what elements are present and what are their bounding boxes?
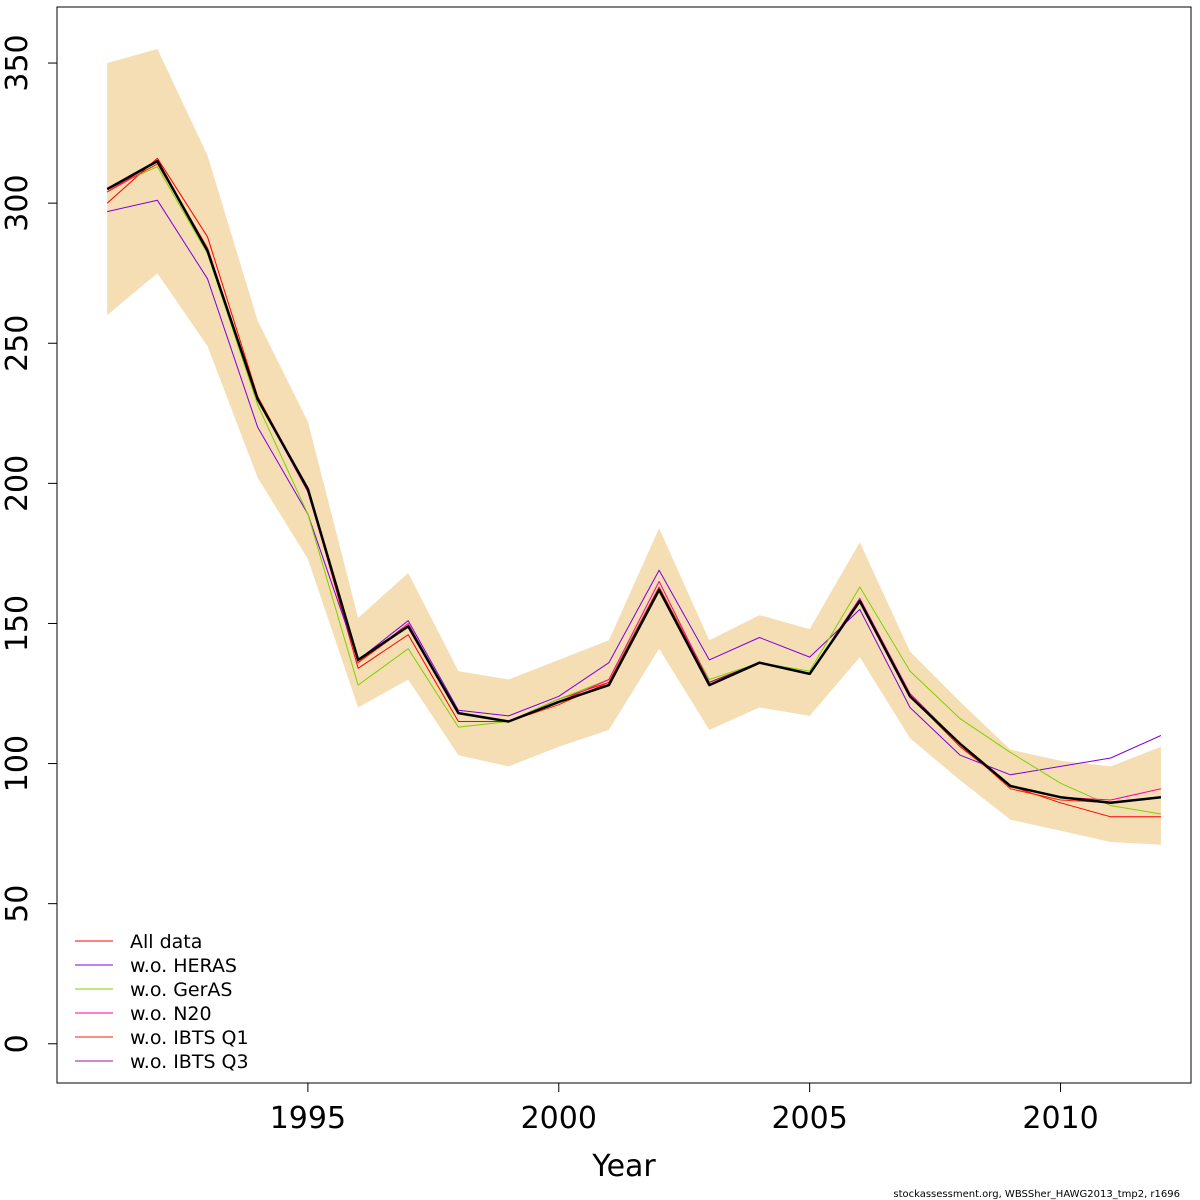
- y-tick-label: 100: [0, 735, 35, 792]
- y-tick-label: 300: [0, 174, 35, 231]
- x-tick-label: 2000: [521, 1101, 597, 1136]
- legend-label: All data: [130, 931, 202, 953]
- y-tick-label: 350: [0, 34, 35, 91]
- x-tick-label: 1995: [270, 1101, 346, 1136]
- y-tick-label: 50: [0, 885, 35, 923]
- legend-label: w.o. HERAS: [130, 955, 237, 977]
- series-line-base-6: [106, 159, 1162, 805]
- y-tick-label: 150: [0, 595, 35, 652]
- legend-label: w.o. N20: [130, 1003, 212, 1025]
- footer-note: stockassessment.org, WBSSher_HAWG2013_tm…: [893, 1189, 1180, 1200]
- series-line-w-o-geras: [106, 166, 1161, 815]
- confidence-band-layer: [107, 49, 1161, 845]
- x-tick-label: 2010: [1022, 1101, 1098, 1136]
- legend-label: w.o. IBTS Q1: [130, 1027, 249, 1049]
- y-axis: 0 50 100 150 200 250 300 350: [0, 34, 57, 1053]
- series-layer: [106, 157, 1162, 818]
- legend-label: w.o. GerAS: [130, 979, 233, 1001]
- y-tick-label: 0: [0, 1034, 35, 1053]
- legend-label: w.o. IBTS Q3: [130, 1051, 249, 1073]
- x-axis-title: Year: [591, 1149, 656, 1184]
- y-tick-label: 250: [0, 315, 35, 372]
- x-tick-label: 2005: [771, 1101, 847, 1136]
- confidence-band: [107, 49, 1161, 845]
- y-tick-label: 200: [0, 455, 35, 512]
- plot-frame: [56, 6, 1192, 1084]
- x-axis: 1995 2000 2005 2010: [270, 1083, 1099, 1136]
